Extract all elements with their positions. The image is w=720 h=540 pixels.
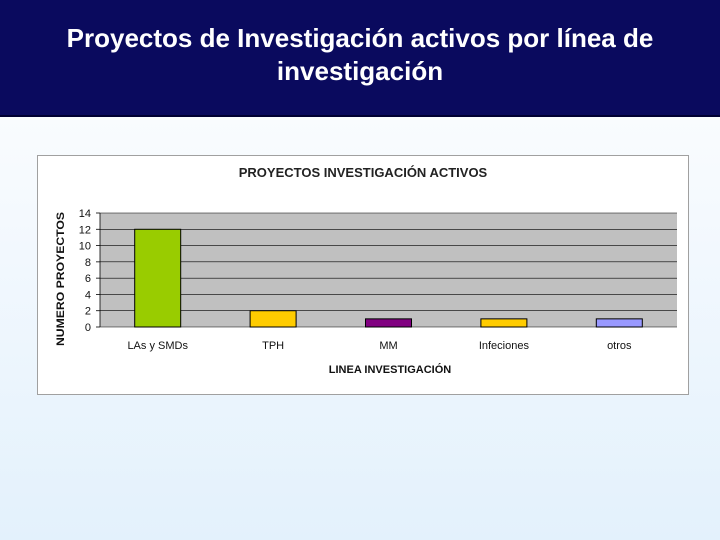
x-axis-ticks: LAs y SMDs TPH MM Infeciones otros bbox=[127, 340, 632, 352]
x-tick-label: Infeciones bbox=[479, 340, 530, 352]
y-tick-label: 8 bbox=[85, 257, 91, 269]
slide-title: Proyectos de Investigación activos por l… bbox=[66, 22, 654, 86]
chart-title: PROYECTOS INVESTIGACIÓN ACTIVOS bbox=[239, 165, 488, 180]
y-tick-label: 0 bbox=[85, 322, 91, 334]
y-tick-label: 4 bbox=[85, 289, 91, 301]
bar bbox=[365, 318, 412, 328]
y-tick-label: 6 bbox=[85, 273, 91, 285]
y-tick-label: 2 bbox=[85, 306, 91, 318]
y-axis-ticks: 0 2 4 6 8 10 12 14 bbox=[79, 208, 100, 334]
bar bbox=[249, 310, 297, 328]
bar-chart: PROYECTOS INVESTIGACIÓN ACTIVOS 0 2 4 6 8 10 1… bbox=[55, 165, 677, 376]
bar bbox=[134, 228, 182, 328]
x-axis-label: LINEA INVESTIGACIÓN bbox=[329, 363, 451, 376]
x-tick-label: otros bbox=[607, 340, 632, 352]
x-tick-label: LAs y SMDs bbox=[127, 340, 188, 352]
bar bbox=[480, 318, 528, 328]
bar bbox=[595, 318, 643, 328]
y-axis-label: NUMERO PROYECTOS bbox=[55, 212, 67, 346]
bars bbox=[134, 228, 643, 328]
x-tick-label: MM bbox=[379, 340, 397, 352]
slide-header: Proyectos de Investigación activos por l… bbox=[0, 0, 720, 117]
chart-frame: PROYECTOS INVESTIGACIÓN ACTIVOS 0 2 4 6 8 10 1… bbox=[37, 155, 689, 395]
y-tick-label: 12 bbox=[79, 224, 91, 236]
y-tick-label: 10 bbox=[79, 241, 91, 253]
y-tick-label: 14 bbox=[79, 208, 91, 220]
x-tick-label: TPH bbox=[262, 340, 284, 352]
plot-area bbox=[99, 212, 677, 328]
plot-background bbox=[100, 213, 677, 327]
